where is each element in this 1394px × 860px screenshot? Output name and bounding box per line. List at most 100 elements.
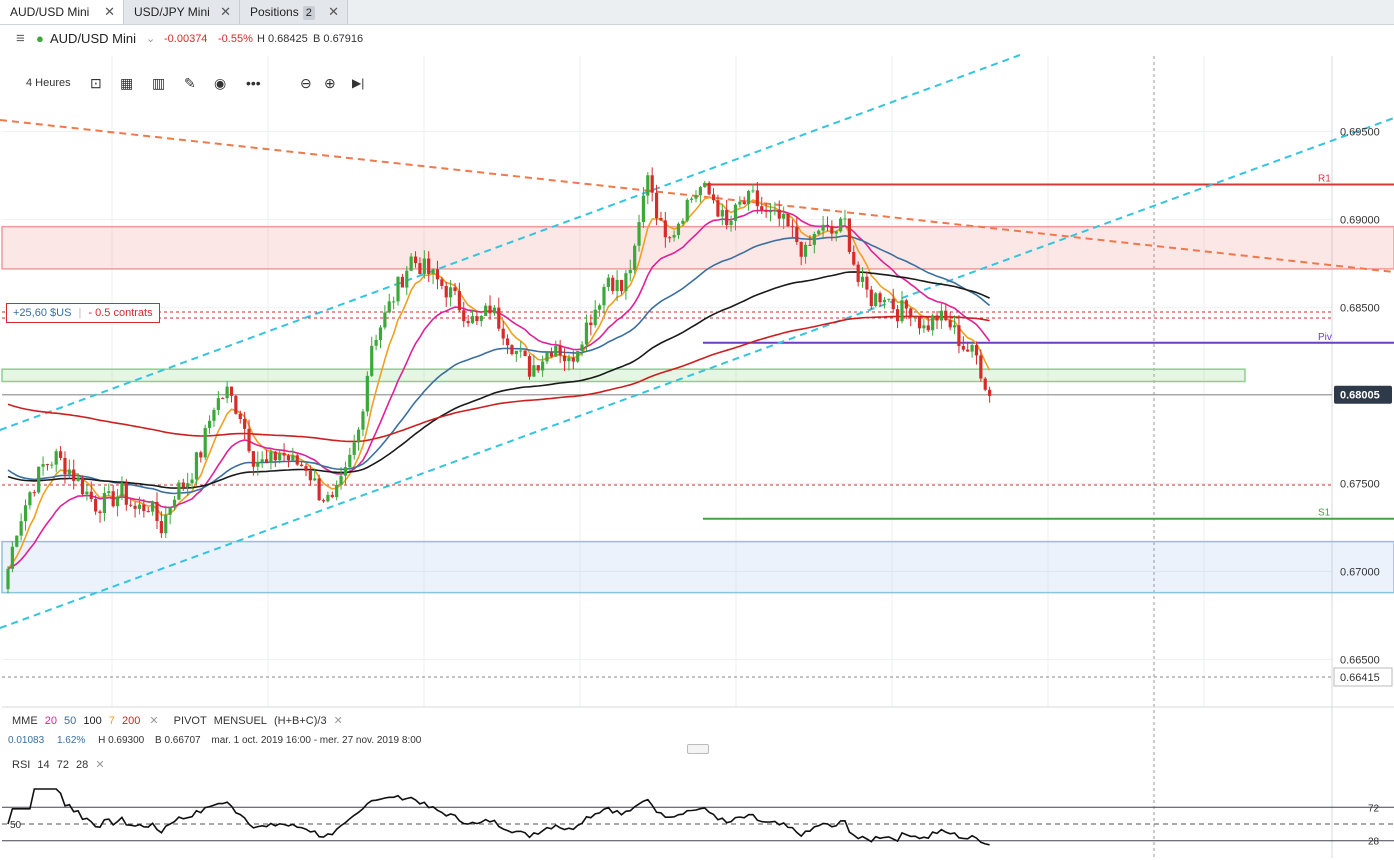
candle-body	[891, 298, 895, 310]
position-divider: |	[78, 307, 82, 319]
chevron-down-icon[interactable]: ⌄	[146, 33, 156, 45]
candle-body	[330, 494, 334, 498]
close-icon[interactable]: ✕	[328, 4, 339, 19]
candle-body	[966, 349, 970, 352]
candle-body	[352, 442, 356, 455]
candle-body	[63, 457, 67, 475]
candle-body	[19, 521, 23, 536]
candle-body	[786, 213, 790, 227]
position-label[interactable]: +25,60 $US | - 0.5 contrats	[6, 303, 160, 323]
candle-body	[6, 568, 10, 590]
candle-body	[295, 455, 299, 465]
timeframe-selector[interactable]: 4 Heures	[26, 77, 71, 89]
candle-body	[282, 453, 286, 456]
more-icon[interactable]: •••	[246, 75, 261, 91]
rsi-level-label: 50	[10, 820, 22, 831]
candle-body	[904, 300, 908, 309]
candle-body	[869, 289, 873, 307]
close-icon[interactable]: ✕	[95, 759, 105, 771]
bid-price: B 0.67916	[313, 33, 364, 45]
candle-body	[633, 245, 637, 270]
candle-body	[400, 276, 404, 288]
candle-body	[23, 505, 28, 522]
candle-body	[234, 395, 238, 414]
candle-body	[821, 224, 825, 231]
y-tick-label: 0.67000	[1340, 567, 1380, 579]
candle-body	[186, 483, 190, 488]
eye-icon[interactable]: ◉	[214, 75, 227, 91]
candle-body	[124, 482, 128, 505]
candle-body	[576, 351, 580, 362]
candle-body	[874, 293, 878, 307]
candle-body	[523, 350, 527, 357]
candle-body	[764, 210, 768, 212]
candle-body	[760, 206, 764, 211]
candle-body	[427, 258, 431, 274]
candle-body	[913, 316, 917, 318]
candle-body	[225, 386, 229, 399]
price-change-pct: -0.55%	[218, 33, 253, 45]
candle-body	[865, 276, 869, 290]
zoom-out-icon[interactable]: ⊖	[300, 75, 312, 91]
price-change: -0.00374	[164, 33, 208, 45]
indicators-icon[interactable]: ▥	[152, 75, 166, 91]
draw-pencil-icon[interactable]: ✎	[184, 75, 196, 91]
candle-body	[256, 461, 260, 467]
ema-period-7: 7	[108, 715, 115, 727]
range-pct: 1.62%	[56, 735, 86, 746]
candle-body	[343, 467, 348, 476]
rsi-line	[7, 788, 990, 846]
close-icon[interactable]: ✕	[104, 4, 115, 19]
candle-body	[611, 277, 615, 292]
scroll-end-icon[interactable]: ▶|	[352, 76, 365, 90]
tab-label: USD/JPY Mini	[134, 5, 210, 19]
candle-body	[137, 504, 142, 509]
close-icon[interactable]: ✕	[333, 715, 343, 727]
candle-body	[151, 502, 155, 512]
candle-body	[571, 357, 575, 362]
candle-body	[449, 287, 453, 298]
candle-body	[742, 201, 746, 205]
candle-body	[475, 316, 479, 322]
candle-body	[470, 316, 475, 324]
zoom-in-icon[interactable]: ⊕	[324, 75, 336, 91]
candle-body	[181, 482, 185, 488]
candle-body	[900, 300, 904, 322]
candle-body	[72, 469, 76, 481]
candle-body	[457, 291, 461, 311]
rsi-legend[interactable]: RSI 14 72 28 ✕	[12, 758, 109, 772]
pivot-label: PIVOT	[173, 715, 207, 727]
candle-body	[882, 299, 887, 303]
resistance-zone	[1, 225, 1394, 270]
candle-body	[431, 269, 435, 274]
candle-body	[422, 258, 426, 275]
candle-body	[532, 365, 536, 377]
chart-type-icon[interactable]: ⊡	[90, 75, 102, 91]
close-icon[interactable]: ✕	[149, 715, 159, 727]
tab-label: Positions	[250, 5, 299, 19]
tab-usdjpy[interactable]: USD/JPY Mini ✕	[124, 0, 240, 24]
pivot-formula: (H+B+C)/3	[274, 715, 327, 727]
close-icon[interactable]: ✕	[220, 4, 231, 19]
candle-body	[668, 237, 672, 239]
candle-body	[168, 507, 172, 515]
ema-legend[interactable]: MME 20 50 100 7 200 ✕ PIVOT MENSUEL (H+B…	[12, 714, 347, 728]
candle-body	[238, 413, 242, 420]
candle-body	[484, 305, 488, 316]
candle-body	[602, 286, 606, 306]
candle-body	[229, 386, 234, 396]
pane-resize-handle[interactable]	[687, 744, 709, 754]
candle-body	[650, 175, 654, 193]
tab-positions[interactable]: Positions 2 ✕	[240, 0, 348, 24]
tab-audusd[interactable]: AUD/USD Mini ✕	[0, 0, 124, 24]
candle-body	[545, 352, 549, 362]
instrument-name: AUD/USD Mini	[50, 31, 136, 46]
calendar-icon[interactable]: ▦	[120, 75, 134, 91]
menu-icon[interactable]: ≡	[16, 30, 25, 47]
candle-body	[413, 256, 418, 264]
position-pnl: +25,60 $US	[13, 307, 72, 319]
candle-body	[203, 427, 207, 458]
candle-body	[562, 355, 567, 362]
candle-body	[335, 484, 339, 498]
